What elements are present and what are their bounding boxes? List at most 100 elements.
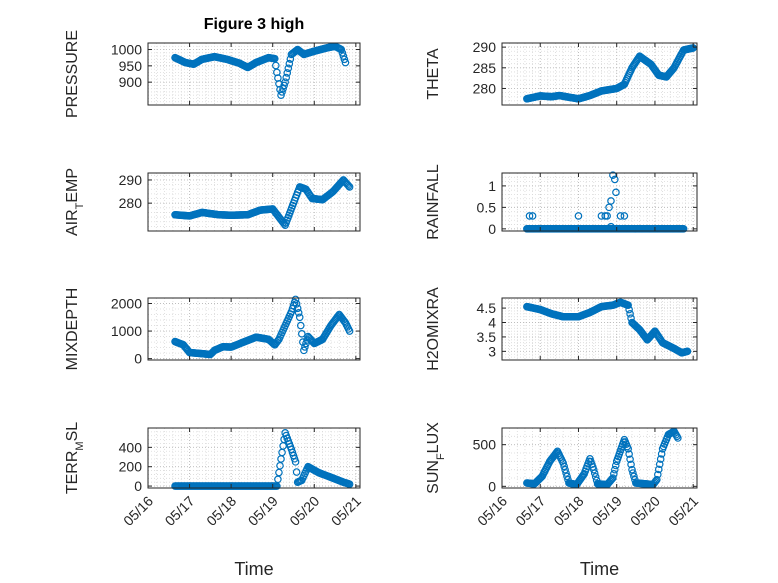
axes-box (147, 172, 361, 232)
y-tick-label: 280 (473, 80, 497, 96)
axes-box (501, 42, 698, 106)
data-point (627, 314, 635, 322)
x-tick-label: 05/18 (550, 493, 586, 529)
plot-area (502, 173, 697, 231)
data-point (281, 78, 289, 86)
data-point (657, 450, 666, 458)
data-point (343, 180, 352, 189)
y-tick-label: 950 (119, 58, 143, 74)
data-point (627, 460, 635, 469)
panel-3: 280 290 AIRTEMP (64, 168, 361, 236)
y-axis-label: TERRMSL (64, 422, 86, 494)
y-tick-label: 280 (119, 195, 143, 211)
y-tick-label: 1 (488, 178, 496, 194)
axes-box (501, 427, 698, 489)
y-tick-label: 290 (119, 172, 143, 188)
data-point (590, 469, 599, 478)
series (523, 298, 692, 357)
data-point (561, 465, 569, 474)
data-point (625, 305, 633, 314)
y-tick-label: 4.5 (477, 300, 497, 316)
panel-6: 33.544.5 H2OMIXRA (425, 287, 698, 371)
data-point (294, 309, 303, 317)
data-point (655, 460, 664, 469)
data-point (279, 84, 287, 93)
plot-area (148, 173, 360, 231)
data-point (295, 313, 304, 322)
data-point (345, 480, 354, 488)
data-point (345, 183, 354, 191)
data-point (589, 465, 598, 474)
panel-7: 0 200 400 05/16 05/17 05/18 05/19 05/20 05/21 Tim… (64, 422, 364, 579)
y-axis-label: PRESSURE (64, 30, 81, 118)
data-point (683, 347, 692, 356)
data-point (338, 48, 347, 57)
data-point (296, 321, 305, 330)
y-tick-label: 3 (488, 343, 496, 359)
y-axis-label: MIXDEPTH (64, 288, 81, 371)
data-point (624, 445, 632, 453)
y-axis-label: H2OMIXRA (425, 287, 442, 371)
x-tick-label: 05/20 (627, 493, 663, 529)
data-point (597, 212, 606, 220)
data-point (610, 175, 619, 184)
series (171, 42, 350, 100)
axes-box (147, 297, 361, 361)
y-tick-label: 0 (488, 478, 496, 494)
data-point (285, 59, 294, 68)
data-point (280, 81, 288, 90)
data-point (656, 455, 665, 463)
data-point (679, 225, 688, 233)
data-point (626, 310, 634, 318)
data-point (610, 470, 618, 478)
y-axis-label: AIRTEMP (64, 168, 86, 236)
data-point (292, 468, 301, 476)
x-tick-label: 05/16 (474, 493, 510, 529)
data-point (607, 197, 615, 205)
data-point (290, 454, 299, 463)
data-point (528, 212, 537, 220)
y-tick-label: 400 (119, 439, 143, 455)
y-tick-label: 1000 (111, 42, 142, 58)
data-point (654, 465, 663, 474)
data-point (300, 346, 308, 355)
y-axis-label: THETA (425, 48, 442, 100)
x-axis-label: Time (580, 559, 619, 579)
data-point (653, 475, 661, 484)
series (523, 44, 697, 103)
data-point (626, 455, 634, 464)
data-point (620, 212, 629, 220)
data-point (283, 69, 292, 77)
data-point (345, 327, 354, 335)
data-point (609, 474, 617, 482)
data-point (607, 476, 615, 485)
y-tick-label: 4 (488, 315, 496, 331)
axes-box (501, 297, 698, 361)
x-axis-label: Time (234, 559, 273, 579)
data-point (339, 52, 348, 60)
data-point (282, 73, 291, 82)
x-tick-label: 05/17 (162, 493, 198, 529)
y-axis-label: SUNFLUX (425, 422, 447, 494)
data-point (302, 339, 310, 348)
x-tick-label: 05/20 (286, 493, 322, 529)
data-point (562, 469, 570, 477)
x-tick-label: 05/19 (245, 493, 281, 529)
data-point (628, 465, 636, 474)
data-point (291, 458, 300, 466)
x-tick-label: 05/18 (203, 493, 239, 529)
x-tick-label: 05/21 (328, 493, 364, 529)
y-tick-label: 290 (473, 39, 497, 55)
data-point (607, 222, 615, 231)
y-tick-label: 285 (473, 60, 497, 76)
y-tick-label: 500 (473, 437, 497, 453)
axes-box (147, 42, 361, 106)
axes-box (147, 427, 361, 489)
y-tick-label: 0 (134, 478, 142, 494)
data-point (624, 301, 632, 310)
data-point (292, 300, 301, 308)
panel-5: 0 1000 2000 MIXDEPTH (64, 288, 361, 371)
x-tick-label: 05/17 (512, 493, 548, 529)
